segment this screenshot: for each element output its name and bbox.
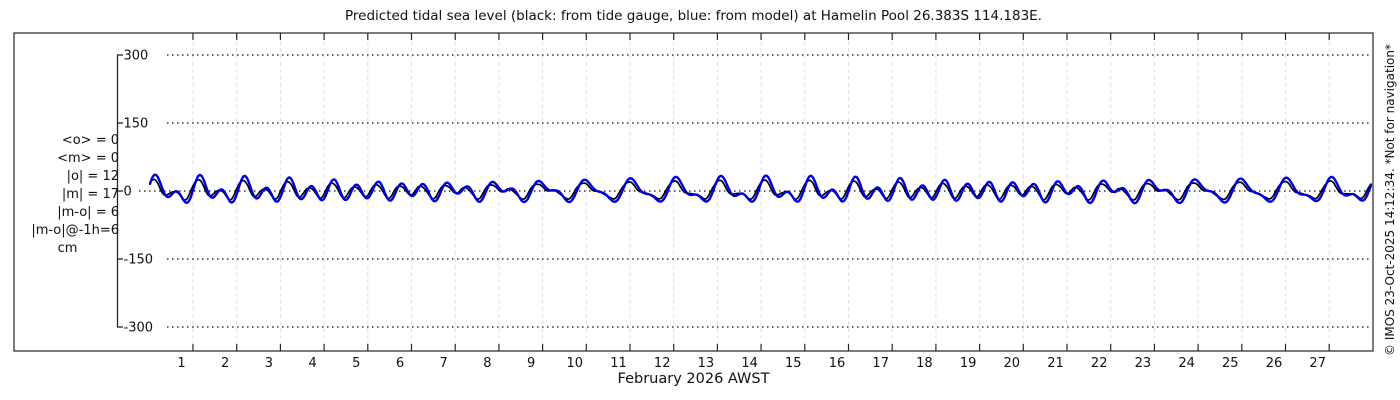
copyright-vertical-text: © IMOS 23-Oct-2025 14:12:34. *Not for na… (1383, 44, 1397, 356)
series-model (148, 173, 1373, 205)
x-tick-label: 27 (1309, 356, 1326, 371)
x-tick-label: 19 (960, 356, 977, 371)
stat-abs-model: |m| = 17 (61, 187, 119, 202)
x-axis-label: February 2026 AWST (617, 371, 770, 387)
x-tick-label: 8 (483, 356, 491, 371)
x-tick-label: 4 (308, 356, 316, 371)
y-tick-label: 0 (124, 185, 132, 200)
x-tick-label: 7 (440, 356, 448, 371)
x-tick-label: 1 (177, 356, 185, 371)
x-tick-label: 16 (829, 356, 846, 371)
x-tick-label: 17 (872, 356, 889, 371)
x-tick-label: 5 (352, 356, 360, 371)
x-tick-label: 26 (1266, 356, 1283, 371)
stat-mean-observed: <o> = 0 (61, 133, 119, 148)
x-tick-label: 2 (221, 356, 229, 371)
x-tick-label: 3 (265, 356, 273, 371)
y-tick-label: -150 (124, 252, 154, 267)
x-tick-label: 9 (527, 356, 535, 371)
x-tick-label: 11 (610, 356, 627, 371)
x-tick-label: 22 (1091, 356, 1108, 371)
stat-abs-observed: |o| = 12 (66, 169, 119, 184)
y-tick-label: 300 (124, 49, 149, 64)
stat-mean-model: <m> = 0 (57, 151, 119, 166)
x-tick-label: 14 (741, 356, 758, 371)
stat-abs-diff-lagged: |m-o|@-1h=6 (31, 223, 119, 238)
x-tick-label: 25 (1222, 356, 1239, 371)
x-tick-label: 18 (916, 356, 933, 371)
x-tick-label: 12 (654, 356, 671, 371)
stats-block: <o> = 0 <m> = 0 |o| = 12 |m| = 17 |m-o| … (16, 132, 119, 258)
chart-title: Predicted tidal sea level (black: from t… (345, 8, 1042, 24)
x-tick-label: 15 (785, 356, 802, 371)
stat-units: cm (57, 241, 78, 256)
x-tick-label: 10 (567, 356, 584, 371)
stat-abs-diff: |m-o| = 6 (57, 205, 119, 220)
x-tick-label: 6 (396, 356, 404, 371)
x-tick-label: 13 (698, 356, 715, 371)
x-tick-label: 23 (1135, 356, 1152, 371)
x-tick-label: 20 (1004, 356, 1021, 371)
plot-frame (13, 32, 1374, 352)
y-tick-label: 150 (124, 117, 149, 132)
y-tick-label: -300 (124, 320, 154, 335)
x-tick-label: 24 (1178, 356, 1195, 371)
x-tick-label: 21 (1047, 356, 1064, 371)
